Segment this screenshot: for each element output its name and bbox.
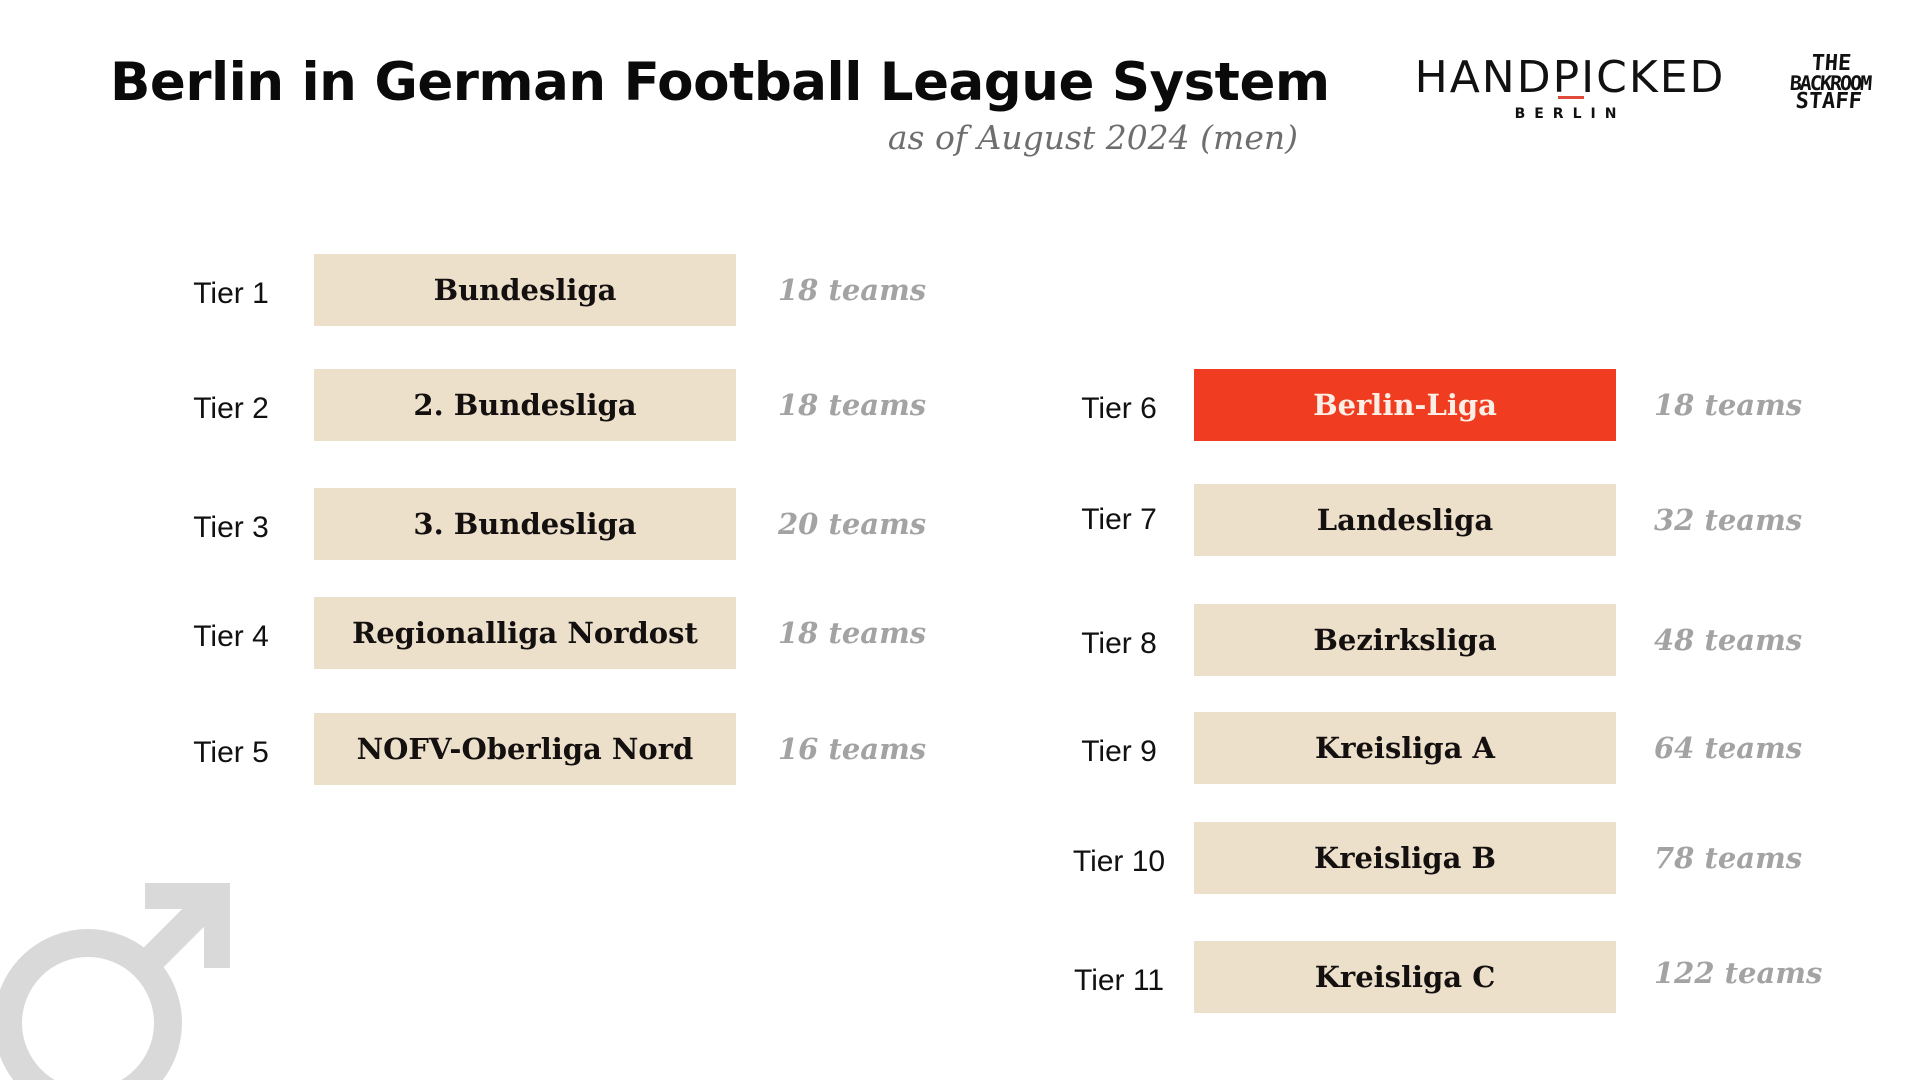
league-box: 3. Bundesliga bbox=[314, 488, 736, 560]
tier-label: Tier 3 bbox=[193, 511, 269, 544]
team-count: 32 teams bbox=[1654, 503, 1803, 537]
team-count: 18 teams bbox=[778, 273, 927, 307]
league-box: Kreisliga A bbox=[1194, 712, 1616, 784]
tier-label: Tier 2 bbox=[193, 392, 269, 425]
tier-label: Tier 11 bbox=[1073, 964, 1165, 997]
tier-label: Tier 1 bbox=[193, 277, 269, 310]
team-count: 48 teams bbox=[1654, 623, 1803, 657]
backroom-staff-logo: THE BACKROOM STAFF bbox=[1766, 51, 1894, 114]
tier-label: Tier 6 bbox=[1081, 392, 1157, 425]
league-box: Bundesliga bbox=[314, 254, 736, 326]
team-count: 18 teams bbox=[1654, 388, 1803, 422]
tier-label: Tier 9 bbox=[1081, 735, 1157, 768]
handpicked-berlin-logo: HANDPICKED BERLIN bbox=[1410, 52, 1730, 123]
team-count: 78 teams bbox=[1654, 841, 1803, 875]
tier-label: Tier 8 bbox=[1081, 627, 1157, 660]
handpicked-logo-wordmark: HANDPICKED bbox=[1414, 52, 1726, 103]
team-count: 64 teams bbox=[1654, 731, 1803, 765]
tier-label: Tier 7 bbox=[1081, 503, 1157, 536]
handpicked-logo-accent bbox=[1558, 96, 1584, 99]
league-box: 2. Bundesliga bbox=[314, 369, 736, 441]
tier-label: Tier 4 bbox=[193, 620, 269, 653]
team-count: 20 teams bbox=[778, 507, 927, 541]
tier-label: Tier 5 bbox=[193, 736, 269, 769]
page-subtitle: as of August 2024 (men) bbox=[887, 118, 1298, 157]
handpicked-logo-sub: BERLIN bbox=[1514, 106, 1626, 122]
league-box: Kreisliga B bbox=[1194, 822, 1616, 894]
team-count: 18 teams bbox=[778, 616, 927, 650]
backroom-logo-line3: STAFF bbox=[1794, 88, 1863, 114]
team-count: 122 teams bbox=[1654, 956, 1823, 990]
tier-label: Tier 10 bbox=[1072, 845, 1166, 878]
league-box: Kreisliga C bbox=[1194, 941, 1616, 1013]
male-symbol-icon bbox=[0, 883, 230, 1080]
league-box: Landesliga bbox=[1194, 484, 1616, 556]
league-box: Regionalliga Nordost bbox=[314, 597, 736, 669]
league-box: NOFV-Oberliga Nord bbox=[314, 713, 736, 785]
league-box-berlin-liga: Berlin-Liga bbox=[1194, 369, 1616, 441]
team-count: 16 teams bbox=[778, 732, 927, 766]
page-title: Berlin in German Football League System bbox=[110, 52, 1330, 113]
league-box: Bezirksliga bbox=[1194, 604, 1616, 676]
team-count: 18 teams bbox=[778, 388, 927, 422]
